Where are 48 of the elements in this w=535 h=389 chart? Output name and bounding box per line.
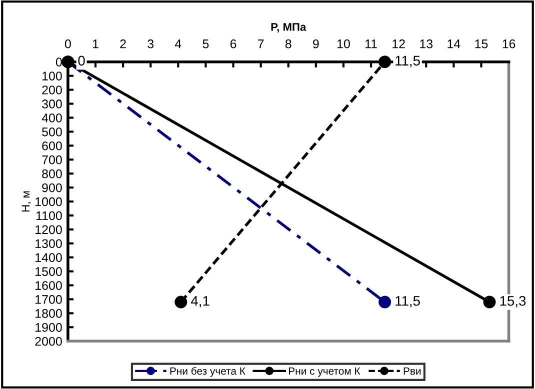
x-tick-label: 0: [64, 39, 71, 48]
x-tick-label: 14: [448, 40, 460, 48]
legend-label: Рви: [404, 367, 421, 375]
y-tick-label: 100: [42, 72, 62, 80]
legend-label: Рни без учета К: [170, 366, 246, 377]
x-tick-label: 10: [337, 39, 350, 48]
x-tick-label: 7: [258, 40, 264, 48]
y-tick-label: 1900: [36, 322, 62, 332]
y-tick-label: 1800: [36, 309, 62, 318]
x-tick-label: 11: [365, 40, 377, 48]
x-tick-label: 8: [285, 39, 292, 48]
x-tick-label: 9: [313, 39, 319, 48]
y-tick-label: 900: [42, 183, 62, 192]
x-axis-title: P, МПа: [271, 23, 306, 32]
annotation: 0: [78, 56, 85, 66]
y-tick-label: 1400: [36, 253, 62, 262]
y-tick-label: 200: [42, 86, 62, 94]
y-tick-label: 300: [42, 100, 62, 108]
y-tick-label: 800: [42, 169, 62, 178]
y-tick-label: 400: [42, 114, 62, 122]
x-tick-label: 1: [92, 40, 98, 48]
x-tick-label: 3: [148, 39, 154, 48]
y-tick-label: 1700: [36, 295, 62, 304]
annotation: 11,5: [396, 56, 420, 68]
y-tick-label: 1000: [36, 197, 62, 206]
y-tick-label: 1300: [36, 239, 62, 248]
annotation: 15,3: [500, 296, 526, 308]
y-tick-label: 500: [42, 127, 62, 136]
y-tick-label: 1200: [36, 225, 62, 234]
legend-label: Рни с учетом К: [289, 367, 360, 377]
annotation: 4,1: [190, 296, 210, 308]
y-tick-label: 0: [56, 58, 62, 67]
x-tick-label: 5: [202, 40, 209, 48]
annotation: 11,5: [396, 296, 420, 308]
x-tick-label: 13: [420, 39, 433, 48]
y-tick-label: 1100: [36, 211, 62, 220]
x-tick-label: 12: [392, 39, 405, 48]
x-tick-label: 2: [120, 39, 126, 48]
x-tick-label: 15: [475, 40, 488, 48]
x-tick-label: 4: [174, 40, 182, 48]
y-tick-label: 1600: [36, 281, 62, 290]
y-tick-label: 2000: [35, 336, 62, 346]
y-axis-title: Н, м: [22, 191, 31, 212]
y-tick-label: 600: [42, 141, 62, 150]
x-tick-label: 6: [230, 39, 236, 48]
x-tick-label: 16: [502, 39, 516, 48]
y-tick-label: 1500: [36, 267, 62, 276]
y-tick-label: 700: [42, 155, 62, 164]
